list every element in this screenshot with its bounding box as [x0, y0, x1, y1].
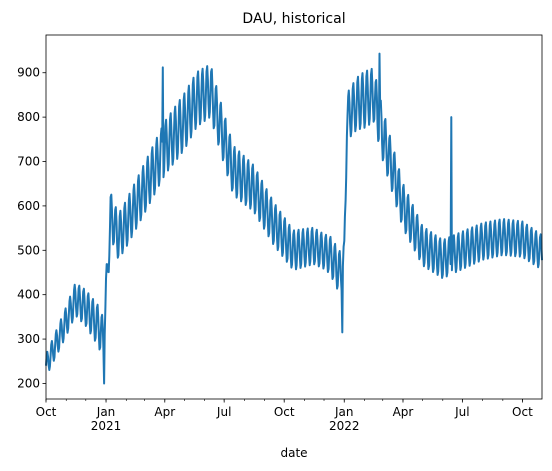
y-tick-label: 400	[17, 288, 40, 302]
y-tick-label: 300	[17, 332, 40, 346]
x-tick-label: Jul	[454, 405, 469, 419]
y-tick-label: 500	[17, 243, 40, 257]
plot-frame	[45, 34, 543, 400]
y-tick-label: 600	[17, 199, 40, 213]
x-tick-year-label: 2021	[91, 419, 122, 433]
x-tick-label: Apr	[393, 405, 414, 419]
x-tick-label: Jan	[96, 405, 116, 419]
x-tick-label: Oct	[274, 405, 295, 419]
x-axis-label: date	[280, 446, 307, 460]
x-tick-year-label: 2022	[329, 419, 360, 433]
x-tick-label: Jan	[334, 405, 354, 419]
y-tick-label: 200	[17, 376, 40, 390]
y-tick-label: 900	[17, 66, 40, 80]
x-tick-label: Jul	[216, 405, 231, 419]
x-tick-label: Apr	[154, 405, 175, 419]
x-tick-label: Oct	[512, 405, 533, 419]
dau-series-line	[45, 52, 543, 385]
y-tick-label: 800	[17, 110, 40, 124]
chart-title: DAU, historical	[242, 11, 345, 27]
x-tick-label: Oct	[36, 405, 57, 419]
y-tick-label: 700	[17, 155, 40, 169]
y-axis: 200 300 400 500 600 700 800 900	[17, 66, 46, 390]
